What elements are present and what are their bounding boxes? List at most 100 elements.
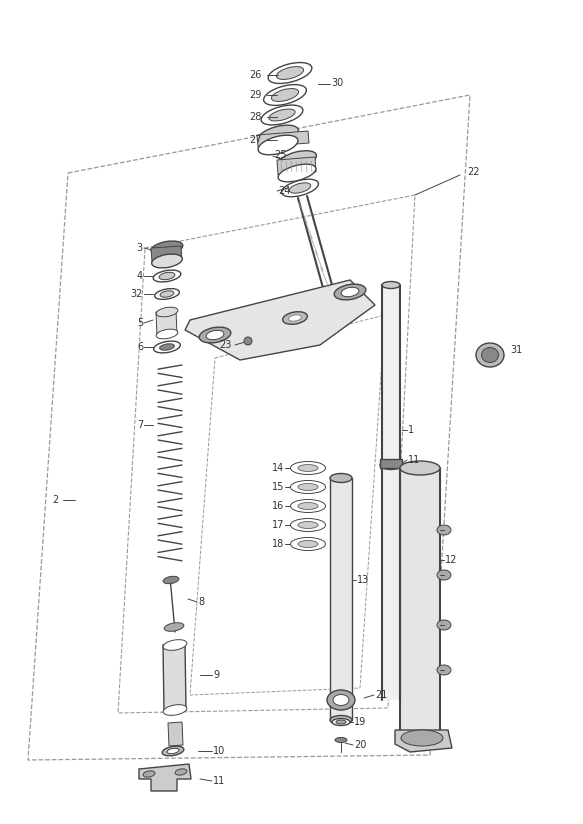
Polygon shape [395,730,452,752]
Ellipse shape [380,461,402,470]
Ellipse shape [206,330,224,339]
Text: 23: 23 [219,340,231,350]
Text: 15: 15 [272,482,284,492]
Text: 8: 8 [198,597,204,607]
Text: 1: 1 [408,425,414,435]
Ellipse shape [268,63,312,83]
Text: 22: 22 [467,167,479,177]
Polygon shape [330,478,352,720]
Text: 12: 12 [445,555,458,565]
Ellipse shape [258,135,298,155]
Ellipse shape [298,522,318,528]
Polygon shape [168,722,183,746]
Ellipse shape [258,125,298,145]
Ellipse shape [152,254,182,268]
Ellipse shape [164,623,184,631]
Ellipse shape [282,180,318,197]
Ellipse shape [298,465,318,471]
Text: 24: 24 [278,186,290,196]
Ellipse shape [341,288,359,297]
Ellipse shape [437,525,451,535]
Text: 19: 19 [354,717,366,727]
Ellipse shape [167,748,179,754]
Ellipse shape [276,67,304,79]
Polygon shape [151,246,182,262]
Ellipse shape [401,730,443,746]
Text: 28: 28 [249,112,261,122]
Ellipse shape [278,151,317,169]
Polygon shape [380,459,402,468]
Polygon shape [139,764,191,791]
Text: 31: 31 [510,345,522,355]
Text: 11: 11 [408,455,420,465]
Ellipse shape [162,747,184,756]
Ellipse shape [160,344,174,350]
Ellipse shape [163,576,179,583]
Text: 27: 27 [249,135,261,145]
Polygon shape [257,131,309,147]
Polygon shape [185,280,375,360]
Ellipse shape [261,105,303,125]
Text: 5: 5 [137,318,143,328]
Text: 25: 25 [274,150,286,160]
Ellipse shape [330,474,352,483]
Ellipse shape [482,348,498,363]
Ellipse shape [160,291,174,297]
Ellipse shape [143,771,155,777]
Polygon shape [382,285,400,700]
Ellipse shape [290,537,325,550]
Ellipse shape [156,329,178,339]
Polygon shape [163,643,186,712]
Text: 9: 9 [213,670,219,680]
Text: 2: 2 [52,495,58,505]
Ellipse shape [334,284,366,300]
Text: 16: 16 [272,501,284,511]
Ellipse shape [476,343,504,367]
Ellipse shape [437,570,451,580]
Ellipse shape [290,499,325,513]
Text: 14: 14 [272,463,284,473]
Ellipse shape [272,88,298,101]
Ellipse shape [159,272,175,279]
Text: 18: 18 [272,539,284,549]
Ellipse shape [335,737,347,742]
Ellipse shape [199,327,231,343]
Text: 6: 6 [137,342,143,352]
Ellipse shape [163,705,187,715]
Ellipse shape [332,719,350,725]
Text: 26: 26 [249,70,261,80]
Text: 7: 7 [137,420,143,430]
Ellipse shape [175,769,187,775]
Text: 20: 20 [354,740,366,750]
Ellipse shape [330,715,352,724]
Ellipse shape [283,311,307,325]
Ellipse shape [154,341,180,353]
Ellipse shape [290,461,325,475]
Ellipse shape [244,337,252,345]
Ellipse shape [327,690,355,710]
Text: 32: 32 [131,289,143,299]
Ellipse shape [336,720,346,724]
Ellipse shape [153,270,181,282]
Ellipse shape [289,183,311,193]
Ellipse shape [437,665,451,675]
Text: 13: 13 [357,575,369,585]
Ellipse shape [290,480,325,494]
Text: 4: 4 [137,271,143,281]
Polygon shape [277,157,316,175]
Ellipse shape [289,315,301,321]
Ellipse shape [290,518,325,531]
Ellipse shape [298,484,318,490]
Ellipse shape [278,164,316,182]
Text: 3: 3 [136,243,142,253]
Ellipse shape [154,288,180,299]
Text: 29: 29 [249,90,261,100]
Polygon shape [156,310,177,336]
Ellipse shape [437,620,451,630]
Text: 21: 21 [375,690,387,700]
Ellipse shape [333,695,349,705]
Ellipse shape [163,639,187,650]
Text: 30: 30 [331,78,343,88]
Ellipse shape [298,503,318,509]
Text: 11: 11 [213,776,225,786]
